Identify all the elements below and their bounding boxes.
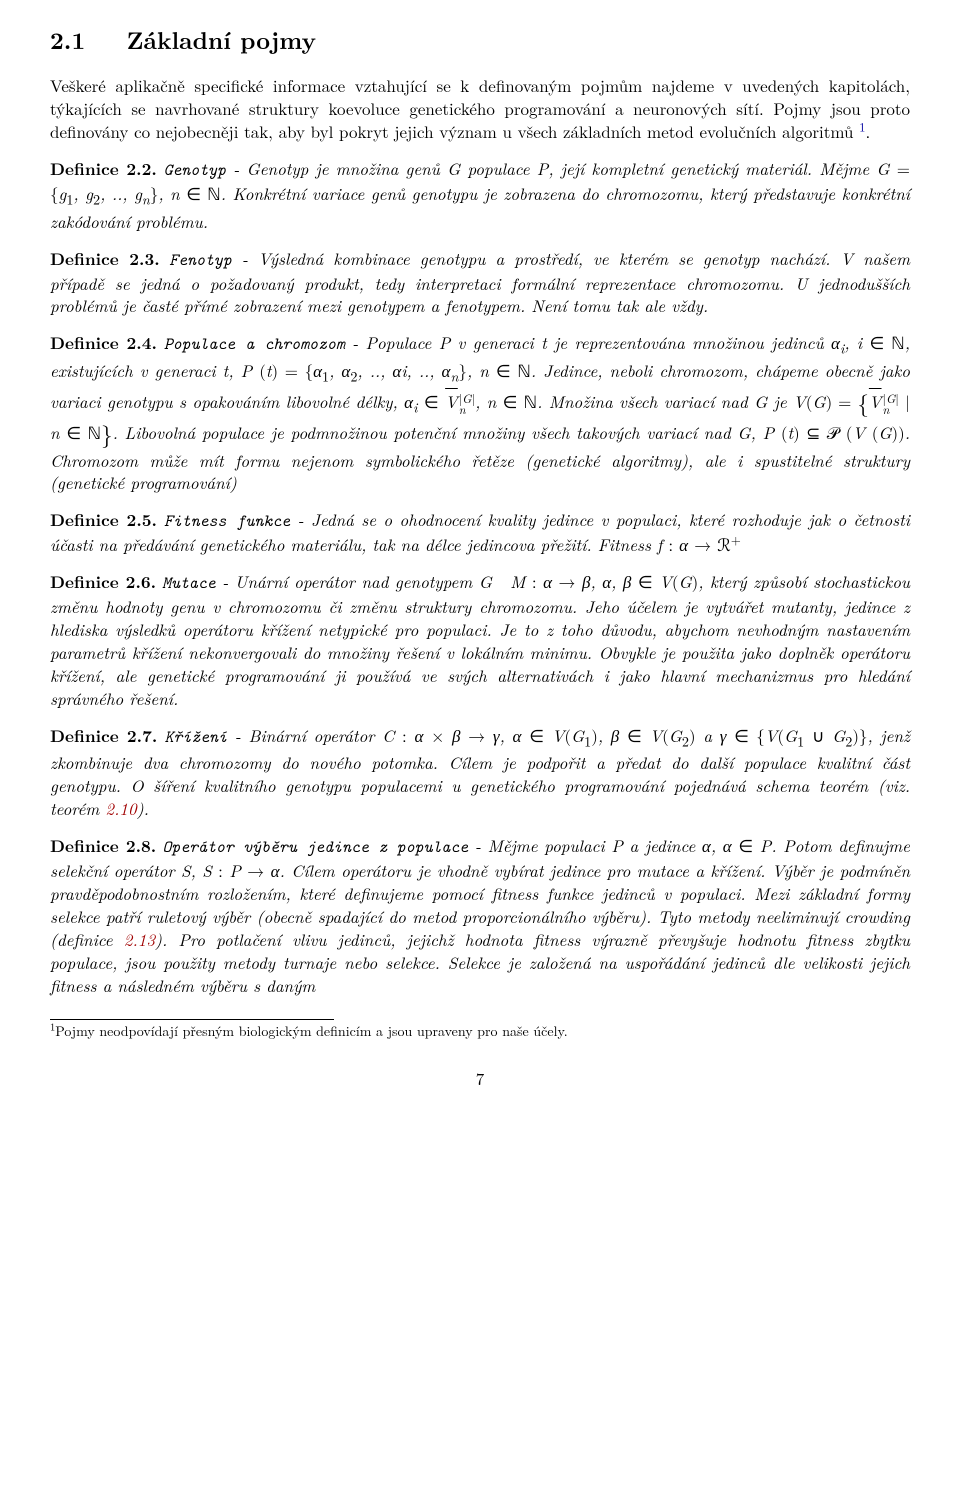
footnote-1: 1Pojmy neodpovídají přesným biologickým … <box>50 1022 910 1041</box>
page-number: 7 <box>50 1067 910 1090</box>
definition-2-8: Definice 2.8. Operátor výběru jedince z … <box>50 834 910 997</box>
footnote-rule <box>50 1019 334 1020</box>
definition-2-3: Definice 2.3. Fenotyp - Výsledná kombina… <box>50 247 910 318</box>
def-head: Definice 2.7. <box>50 724 157 748</box>
def-term: Genotyp <box>164 159 226 181</box>
def-term: Fitness funkce <box>164 510 290 532</box>
section-heading: 2.1 Základní pojmy <box>50 24 910 56</box>
section-title: Základní pojmy <box>127 23 316 57</box>
definition-2-5: Definice 2.5. Fitness funkce - Jedná se … <box>50 508 910 556</box>
definition-2-4: Definice 2.4. Populace a chromozom - Pop… <box>50 331 910 494</box>
ref-definition-2-13[interactable]: 2.13 <box>124 927 155 951</box>
def-head: Definice 2.5. <box>50 508 157 532</box>
definition-2-6: Definice 2.6. Mutace - Unární operátor n… <box>50 570 910 710</box>
def-head: Definice 2.6. <box>50 570 156 594</box>
section-number: 2.1 <box>50 23 85 57</box>
def-head: Definice 2.2. <box>50 157 157 181</box>
definition-2-2: Definice 2.2. Genotyp - Genotyp je množi… <box>50 157 910 232</box>
def-term: Mutace <box>162 572 216 594</box>
def-term: Populace a chromozom <box>164 333 345 355</box>
def-head: Definice 2.8. <box>50 834 156 858</box>
def-term: Operátor výběru jedince z populace <box>162 836 468 858</box>
intro-paragraph: Veškeré aplikačně specifické informace v… <box>50 74 910 143</box>
def-head: Definice 2.3. <box>50 247 160 271</box>
def-head: Definice 2.4. <box>50 331 157 355</box>
def-term: Fenotyp <box>169 249 231 271</box>
ref-theorem-2-10[interactable]: 2.10 <box>105 796 136 820</box>
definition-2-7: Definice 2.7. Křížení - Binární operátor… <box>50 724 910 820</box>
def-term: Křížení <box>165 726 227 748</box>
